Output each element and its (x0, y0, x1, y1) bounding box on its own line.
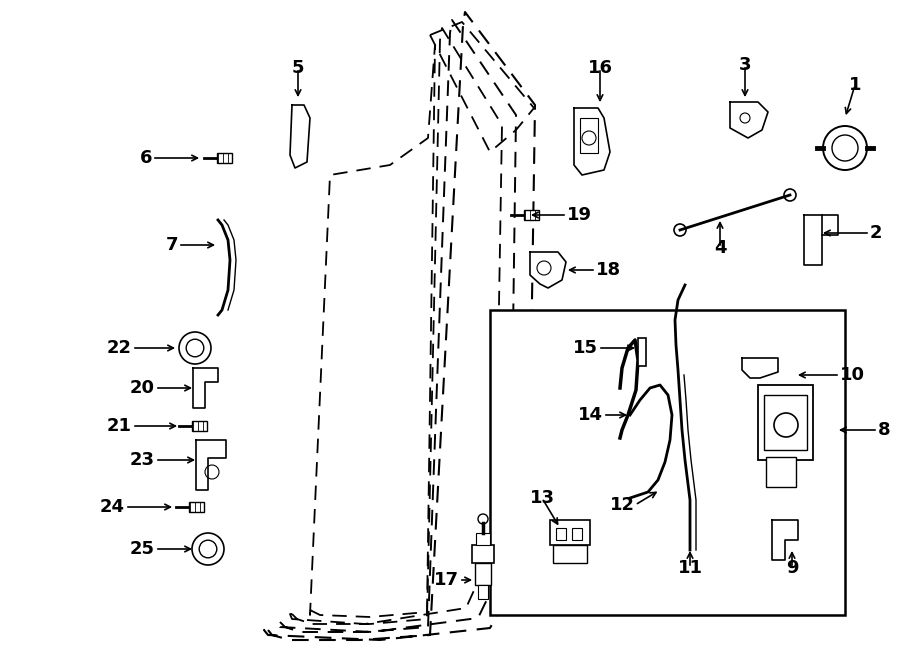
Text: 7: 7 (166, 236, 178, 254)
Text: 16: 16 (588, 59, 613, 77)
Bar (472, 545, 494, 563)
Bar (217, 153, 231, 163)
Bar (490, 310, 845, 615)
Text: 21: 21 (107, 417, 132, 435)
Text: 8: 8 (878, 421, 891, 439)
Text: 25: 25 (130, 540, 155, 558)
Bar (572, 528, 582, 540)
Bar (550, 520, 590, 545)
Text: 19: 19 (567, 206, 592, 224)
Bar (476, 533, 490, 545)
Text: 4: 4 (714, 239, 726, 257)
Bar (580, 118, 598, 153)
Text: 18: 18 (596, 261, 621, 279)
Text: 22: 22 (107, 339, 132, 357)
Bar (193, 420, 207, 432)
Text: 12: 12 (610, 496, 635, 514)
Bar (553, 545, 587, 563)
Polygon shape (290, 105, 310, 168)
Polygon shape (574, 108, 610, 175)
Bar (764, 395, 807, 450)
Polygon shape (742, 358, 778, 378)
Bar (556, 528, 566, 540)
Bar (189, 502, 203, 512)
Text: 1: 1 (849, 76, 861, 94)
Text: 14: 14 (578, 406, 603, 424)
Bar (475, 563, 491, 585)
Text: 2: 2 (870, 224, 883, 242)
Text: 3: 3 (739, 56, 752, 74)
Text: 17: 17 (434, 571, 459, 589)
Polygon shape (530, 252, 566, 288)
Text: 23: 23 (130, 451, 155, 469)
Polygon shape (196, 440, 226, 490)
Bar (478, 585, 488, 599)
Text: 24: 24 (100, 498, 125, 516)
Text: 11: 11 (678, 559, 703, 577)
Polygon shape (193, 368, 218, 408)
Polygon shape (772, 520, 798, 560)
Text: 13: 13 (529, 489, 554, 507)
Text: 9: 9 (786, 559, 798, 577)
Bar (758, 385, 813, 460)
Text: 10: 10 (840, 366, 865, 384)
Text: 15: 15 (573, 339, 598, 357)
Bar (638, 338, 646, 366)
Polygon shape (804, 215, 838, 265)
Bar (525, 210, 539, 220)
Text: 6: 6 (140, 149, 152, 167)
Text: 5: 5 (292, 59, 304, 77)
Polygon shape (730, 102, 768, 138)
Bar (766, 457, 796, 487)
Text: 20: 20 (130, 379, 155, 397)
